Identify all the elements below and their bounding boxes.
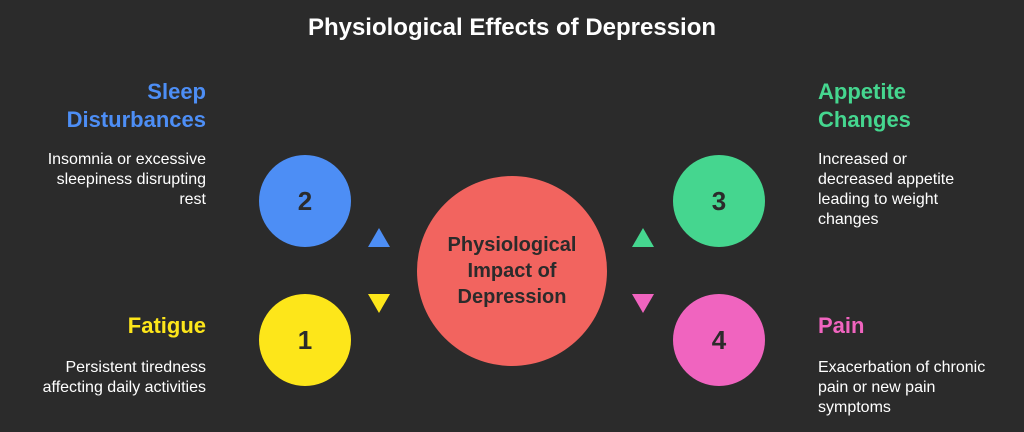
pain-description: Exacerbation of chronic pain or new pain… xyxy=(818,359,986,416)
number-circle-3: 3 xyxy=(673,155,765,247)
fatigue-heading: Fatigue xyxy=(127,313,206,338)
triangle-down-icon xyxy=(368,294,390,313)
pain-heading: Pain xyxy=(818,313,865,338)
triangle-up-icon xyxy=(632,228,654,247)
appetite-changes-description: Increased or decreased appetite leading … xyxy=(818,151,955,228)
center-label: Physiological Impact of Depression xyxy=(447,234,577,308)
number-circle-2: 2 xyxy=(259,155,351,247)
fatigue-description: Persistent tiredness affecting daily act… xyxy=(42,359,206,396)
center-circle: Physiological Impact of Depression xyxy=(417,176,607,366)
triangle-up-icon xyxy=(368,228,390,247)
sleep-disturbances-description: Insomnia or excessive sleepiness disrupt… xyxy=(47,151,206,208)
number-circle-1: 1 xyxy=(259,294,351,386)
triangle-down-icon xyxy=(632,294,654,313)
appetite-changes-heading: Appetite Changes xyxy=(818,79,911,132)
diagram-title: Physiological Effects of Depression xyxy=(307,14,717,41)
number-circle-4: 4 xyxy=(673,294,765,386)
sleep-disturbances-heading: Sleep Disturbances xyxy=(66,79,206,132)
